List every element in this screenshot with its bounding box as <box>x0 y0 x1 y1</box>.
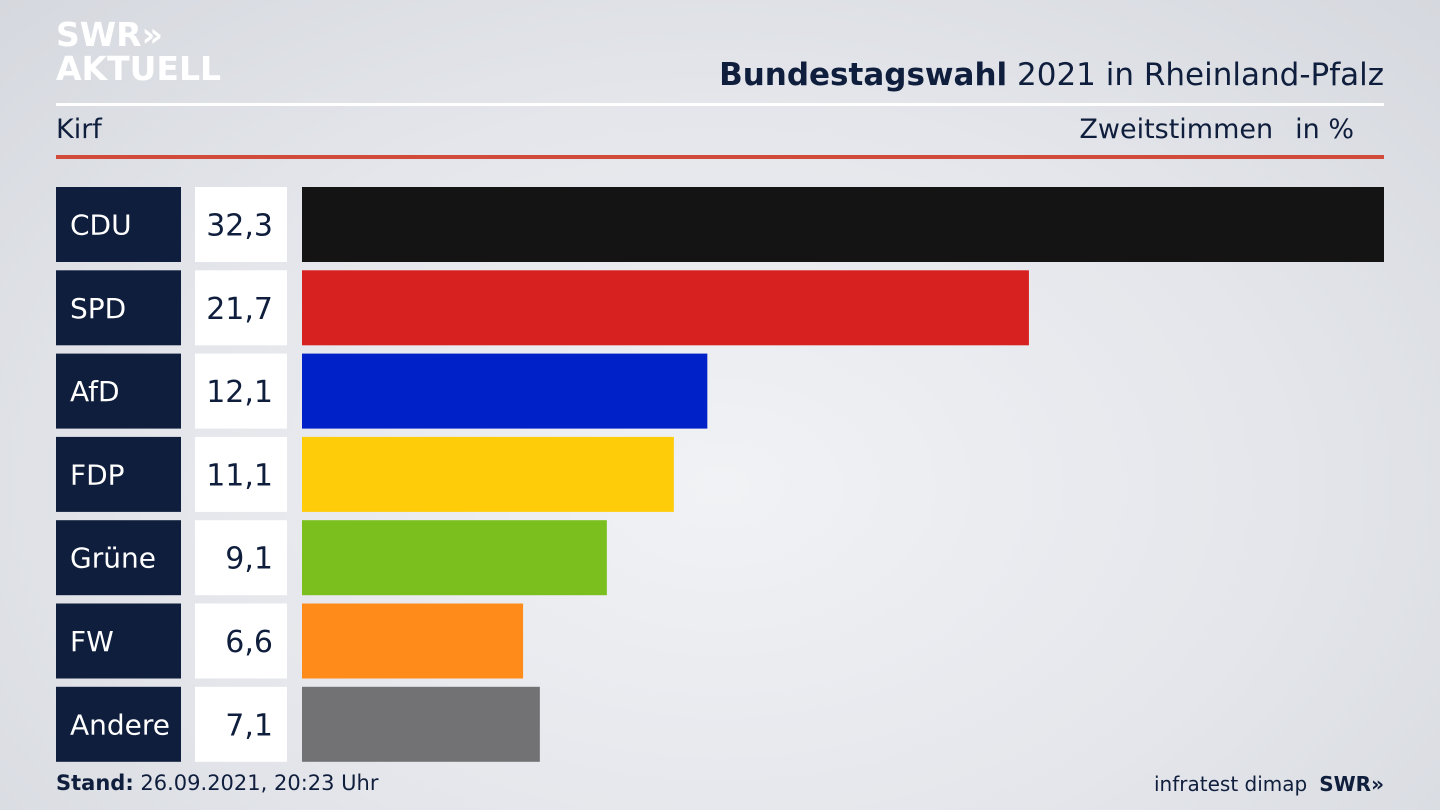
value-box-fw <box>195 603 287 679</box>
value-box-fdp <box>195 436 287 512</box>
party-label-fw: FW <box>70 625 114 658</box>
party-label-andere: Andere <box>70 708 170 741</box>
value-box-gr-ne <box>195 520 287 596</box>
stand-value: 26.09.2021, 20:23 Uhr <box>133 771 379 795</box>
region-label: Kirf <box>56 114 102 145</box>
page-title: Bundestagswahl 2021 in Rheinland-Pfalz <box>719 57 1384 93</box>
value-box-andere <box>195 686 287 762</box>
party-label-fdp: FDP <box>70 458 125 491</box>
value-label-afd: 12,1 <box>206 375 273 410</box>
title-bold: Bundestagswahl <box>719 57 1008 93</box>
party-label-box-gr-ne <box>56 520 181 596</box>
source-credit: infratest dimap SWR» <box>1154 772 1384 796</box>
source-label: infratest dimap <box>1154 772 1308 796</box>
value-label-fdp: 11,1 <box>206 458 273 493</box>
measure-label: Zweitstimmen in % <box>1079 114 1354 145</box>
party-label-box-spd <box>56 270 181 346</box>
swr-aktuell-logo: SWR» AKTUELL <box>56 18 221 86</box>
party-label-gr-ne: Grüne <box>70 542 156 575</box>
party-label-spd: SPD <box>70 292 126 325</box>
party-label-box-fdp <box>56 436 181 512</box>
party-label-cdu: CDU <box>70 209 132 242</box>
unit-text: in % <box>1295 114 1354 145</box>
party-label-box-andere <box>56 686 181 762</box>
party-label-box-afd <box>56 353 181 429</box>
bar-andere <box>302 686 540 762</box>
timestamp: Stand: 26.09.2021, 20:23 Uhr <box>56 771 379 795</box>
bar-cdu <box>302 187 1384 262</box>
bar-fdp <box>302 436 674 512</box>
bar-afd <box>302 353 708 429</box>
accent-divider <box>56 155 1384 159</box>
value-box-spd <box>195 270 287 346</box>
logo-line-2: AKTUELL <box>56 49 222 88</box>
value-label-cdu: 32,3 <box>206 209 273 244</box>
value-box-cdu <box>195 187 287 262</box>
bar-spd <box>302 270 1029 346</box>
bar-fw <box>302 603 524 679</box>
stand-label: Stand: <box>56 771 134 795</box>
logo-line-1: SWR» <box>56 15 163 54</box>
value-label-spd: 21,7 <box>206 292 273 327</box>
value-box-afd <box>195 353 287 429</box>
title-rest: 2021 in Rheinland-Pfalz <box>1007 57 1384 93</box>
value-label-fw: 6,6 <box>225 625 273 660</box>
measure-text: Zweitstimmen <box>1079 114 1274 145</box>
party-label-box-cdu <box>56 187 181 262</box>
party-label-afd: AfD <box>70 375 120 408</box>
value-label-andere: 7,1 <box>225 708 273 743</box>
swr-footer-logo: SWR» <box>1319 772 1384 796</box>
value-label-gr-ne: 9,1 <box>225 542 273 577</box>
party-label-box-fw <box>56 603 181 679</box>
bar-gr-ne <box>302 520 607 596</box>
header-divider <box>56 103 1384 106</box>
